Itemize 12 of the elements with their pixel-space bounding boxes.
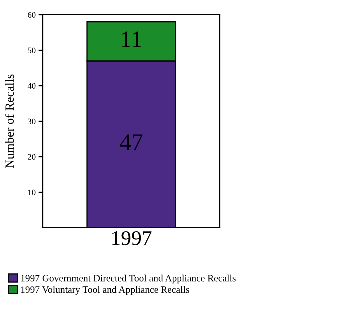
data-label: 11 [122,32,142,48]
y-tick-label: 40 [28,83,36,89]
y-tick-label: 60 [28,12,36,18]
y-tick-label: 10 [28,190,36,196]
data-label: 47 [120,134,143,150]
x-tick-label: 1997 [112,231,152,246]
legend-label: 1997 Government Directed Tool and Appliance Recalls [21,274,236,284]
y-axis-title: Number of Recalls [5,74,14,168]
y-tick-label: 30 [28,118,36,124]
legend-label: 1997 Voluntary Tool and Appliance Recalls [21,286,190,296]
y-tick-label: 20 [28,154,36,160]
y-tick-label: 50 [28,48,36,54]
